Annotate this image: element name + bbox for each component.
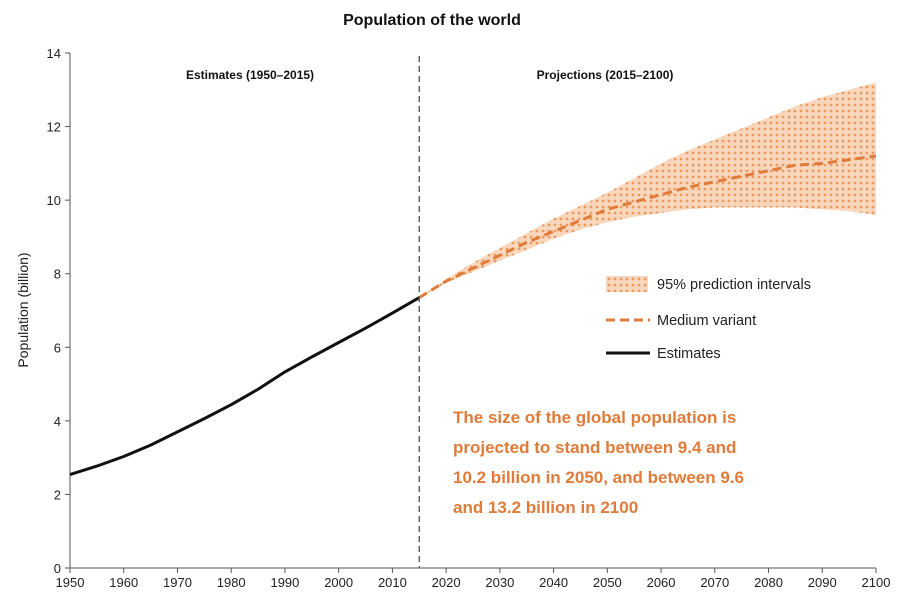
y-tick-label: 10 xyxy=(47,193,61,208)
y-tick-label: 8 xyxy=(54,267,61,282)
x-tick-label: 2020 xyxy=(432,575,461,590)
x-tick-label: 2000 xyxy=(324,575,353,590)
projection-annotation: The size of the global population is pro… xyxy=(453,403,873,523)
y-tick-label: 0 xyxy=(54,561,61,576)
x-tick-label: 1970 xyxy=(163,575,192,590)
medium-variant-line xyxy=(418,154,877,299)
projections-section-label: Projections (2015–2100) xyxy=(537,68,674,82)
estimates-section-label: Estimates (1950–2015) xyxy=(186,68,314,82)
legend-label-estimates: Estimates xyxy=(657,346,721,362)
annotation-line: projected to stand between 9.4 and xyxy=(453,438,737,457)
x-tick-label: 2030 xyxy=(485,575,514,590)
axes: 0 2 4 6 8 10 12 14 1950 1960 1970 1980 1990 2000 2010 2… xyxy=(47,46,891,590)
prediction-band-layer xyxy=(419,82,876,298)
x-tick-label: 1980 xyxy=(217,575,246,590)
annotation-line: 10.2 billion in 2050, and between 9.6 xyxy=(453,468,744,487)
y-tick-label: 6 xyxy=(54,340,61,355)
legend-label-prediction-intervals: 95% prediction intervals xyxy=(657,277,811,293)
y-tick-label: 2 xyxy=(54,487,61,502)
x-tick-label: 2050 xyxy=(593,575,622,590)
estimates-line xyxy=(69,296,421,477)
x-tick-label: 2060 xyxy=(647,575,676,590)
legend-label-medium-variant: Medium variant xyxy=(657,313,756,329)
x-tick-label: 1960 xyxy=(109,575,138,590)
x-tick-label: 2040 xyxy=(539,575,568,590)
y-tick-label: 12 xyxy=(47,120,61,135)
legend: 95% prediction intervals Medium variant … xyxy=(606,276,811,362)
x-tick-label: 2090 xyxy=(808,575,837,590)
legend-swatch-prediction-intervals xyxy=(606,276,648,292)
x-tick-label: 1950 xyxy=(56,575,85,590)
x-tick-label: 2080 xyxy=(754,575,783,590)
x-tick-label: 1990 xyxy=(270,575,299,590)
y-axis-title: Population (billion) xyxy=(15,252,31,367)
series-lines xyxy=(69,154,877,477)
y-tick-label: 14 xyxy=(47,46,61,61)
x-tick-label: 2010 xyxy=(378,575,407,590)
x-tick-label: 2070 xyxy=(700,575,729,590)
chart-title: Population of the world xyxy=(343,12,521,29)
x-tick-label: 2100 xyxy=(862,575,891,590)
y-tick-label: 4 xyxy=(54,414,61,429)
annotation-line: and 13.2 billion in 2100 xyxy=(453,498,639,517)
prediction-interval-band xyxy=(419,82,876,298)
annotation-line: The size of the global population is xyxy=(453,408,737,427)
